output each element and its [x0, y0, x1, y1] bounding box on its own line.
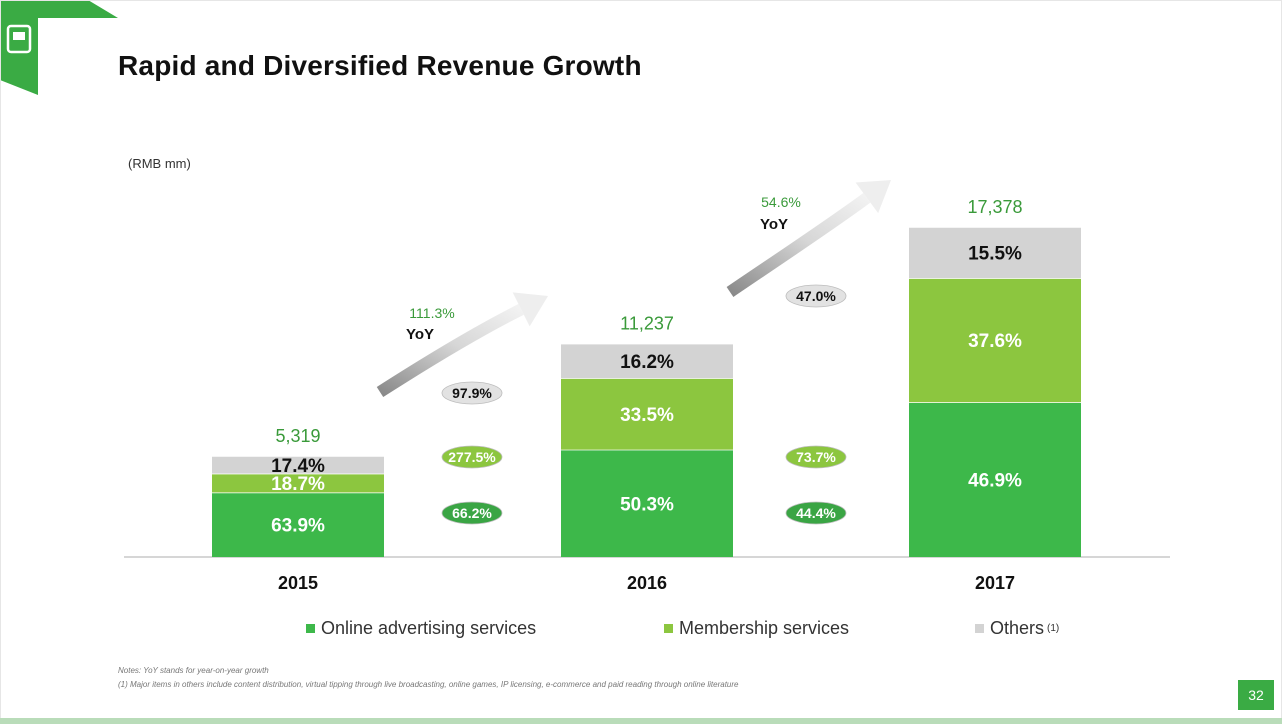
- brand-logo-badge: [0, 0, 118, 95]
- segment-label-others-2016: 16.2%: [620, 352, 674, 373]
- legend-swatch-advertising: [306, 624, 315, 633]
- bar-advertising-2016: [561, 449, 733, 557]
- legend-label-others: Others: [990, 618, 1045, 638]
- growth-label-advertising-2016: 66.2%: [452, 505, 492, 521]
- legend-label-advertising: Online advertising services: [321, 618, 537, 638]
- category-label-2017: 2017: [975, 573, 1015, 593]
- bar-advertising-2015: [212, 492, 384, 557]
- legend-item-membership: Membership services: [664, 618, 849, 639]
- yoy-label-2016: YoY: [406, 326, 434, 343]
- growth-oval-membership-2017: [785, 445, 847, 469]
- legend-item-others: Others (1): [975, 618, 1059, 639]
- growth-oval-others-2017: [785, 284, 847, 308]
- page-number: 32: [1238, 680, 1274, 710]
- footnote-yoy: Notes: YoY stands for year-on-year growt…: [118, 666, 269, 675]
- segment-label-advertising-2016: 50.3%: [620, 494, 674, 515]
- yoy-arrow-shaft-2017: [726, 192, 871, 297]
- total-label-2017: 17,378: [967, 197, 1022, 217]
- segment-label-membership-2015: 18.7%: [271, 474, 325, 495]
- growth-label-others-2017: 47.0%: [796, 288, 836, 304]
- unit-label: (RMB mm): [128, 156, 191, 171]
- segment-label-membership-2016: 33.5%: [620, 405, 674, 426]
- legend-footnote-marker: (1): [1047, 623, 1060, 634]
- yoy-value-2017: 54.6%: [761, 194, 801, 210]
- legend-label-membership: Membership services: [679, 618, 850, 638]
- total-label-2015: 5,319: [275, 426, 320, 446]
- bar-others-2017: [909, 227, 1081, 279]
- legend-swatch-others: [975, 624, 984, 633]
- slide-title: Rapid and Diversified Revenue Growth: [118, 50, 642, 81]
- growth-oval-others-2016: [441, 381, 503, 405]
- growth-oval-membership-2016: [441, 445, 503, 469]
- growth-label-advertising-2017: 44.4%: [796, 505, 836, 521]
- bar-others-2016: [561, 343, 733, 379]
- growth-oval-advertising-2017: [785, 501, 847, 525]
- yoy-arrow-head-2017: [855, 180, 891, 214]
- logo-green-shape: [0, 0, 118, 95]
- growth-label-membership-2017: 73.7%: [796, 449, 836, 465]
- segment-label-membership-2017: 37.6%: [968, 331, 1022, 352]
- segment-label-others-2017: 15.5%: [968, 244, 1022, 265]
- category-label-2016: 2016: [627, 573, 667, 593]
- segment-label-advertising-2017: 46.9%: [968, 471, 1022, 492]
- segment-label-others-2015: 17.4%: [271, 456, 325, 477]
- yoy-arrow-head-2016: [512, 292, 548, 327]
- logo-mark-inner: [13, 32, 25, 40]
- growth-label-membership-2016: 277.5%: [448, 449, 496, 465]
- segment-label-advertising-2015: 63.9%: [271, 516, 325, 537]
- logo-mark-icon: [6, 24, 32, 54]
- bar-others-2015: [212, 455, 384, 474]
- footnote-others: (1) Major items in others include conten…: [118, 680, 739, 689]
- category-label-2015: 2015: [278, 573, 318, 593]
- growth-label-others-2016: 97.9%: [452, 385, 492, 401]
- legend-item-advertising: Online advertising services: [306, 618, 536, 639]
- yoy-label-2017: YoY: [760, 216, 788, 233]
- bar-membership-2017: [909, 278, 1081, 403]
- growth-oval-advertising-2016: [441, 501, 503, 525]
- legend-swatch-membership: [664, 624, 673, 633]
- bar-membership-2016: [561, 378, 733, 450]
- yoy-arrow-shaft-2016: [376, 304, 524, 398]
- total-label-2016: 11,237: [620, 314, 674, 334]
- slide-bottom-rule: [0, 718, 1282, 724]
- bar-membership-2015: [212, 473, 384, 493]
- bar-advertising-2017: [909, 402, 1081, 557]
- yoy-value-2016: 111.3%: [409, 305, 454, 321]
